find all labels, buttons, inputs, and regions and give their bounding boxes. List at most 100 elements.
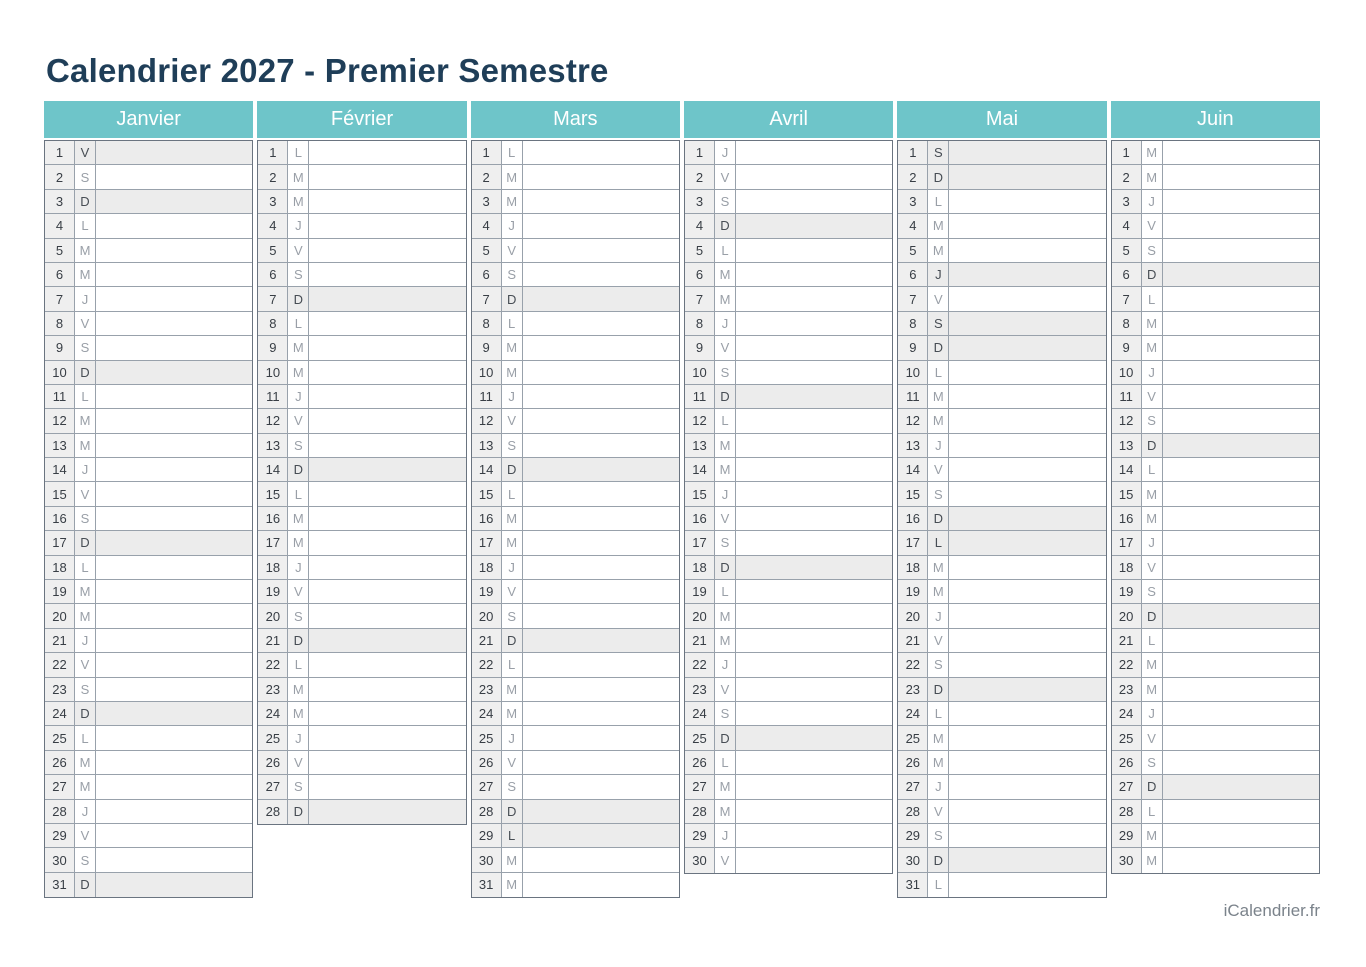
day-note-area xyxy=(309,750,466,775)
day-letter: M xyxy=(501,336,523,360)
day-number: 15 xyxy=(45,482,75,506)
day-note-area xyxy=(735,580,893,604)
day-note-area xyxy=(96,287,253,311)
day-note-area xyxy=(735,799,893,823)
day-letter: S xyxy=(288,604,310,628)
day-note-area xyxy=(522,531,679,555)
day-letter: D xyxy=(501,458,523,482)
day-number: 24 xyxy=(898,701,929,726)
day-number: 2 xyxy=(45,165,75,189)
day-letter: L xyxy=(1141,287,1163,311)
day-note-area xyxy=(735,336,893,360)
day-number: 3 xyxy=(1111,189,1142,214)
day-note-area xyxy=(96,848,253,872)
day-number: 24 xyxy=(471,701,502,726)
day-letter: M xyxy=(75,433,96,458)
day-number: 12 xyxy=(1111,409,1142,433)
day-row: 16 M xyxy=(1111,506,1319,532)
day-letter: M xyxy=(288,189,310,214)
day-number: 7 xyxy=(1111,287,1142,311)
day-row: 20 J xyxy=(898,604,1106,629)
day-note-area xyxy=(522,506,679,531)
day-note-area xyxy=(309,775,466,799)
day-number: 6 xyxy=(1111,262,1142,287)
day-note-area xyxy=(735,360,893,384)
day-number: 6 xyxy=(45,262,75,287)
day-row: 15 J xyxy=(684,482,893,507)
day-note-area xyxy=(96,409,253,433)
day-number: 14 xyxy=(684,458,715,482)
day-number: 4 xyxy=(45,214,75,238)
day-note-area xyxy=(735,458,893,482)
day-letter: V xyxy=(288,580,310,604)
day-number: 7 xyxy=(684,287,715,311)
day-letter: S xyxy=(714,531,736,555)
day-letter: D xyxy=(714,214,736,238)
day-note-area xyxy=(949,433,1106,458)
day-note-area xyxy=(522,555,679,580)
day-letter: V xyxy=(714,677,736,701)
day-row: 18 L xyxy=(45,555,253,581)
day-letter: M xyxy=(501,848,523,872)
day-letter: S xyxy=(928,823,950,848)
day-number: 19 xyxy=(471,580,502,604)
day-number: 20 xyxy=(45,604,75,628)
day-row: 23 M xyxy=(1111,677,1319,702)
day-number: 8 xyxy=(258,311,289,336)
day-number: 8 xyxy=(684,311,715,336)
day-note-area xyxy=(949,238,1106,262)
day-number: 17 xyxy=(898,531,929,555)
day-number: 28 xyxy=(471,799,502,823)
day-letter: V xyxy=(928,799,950,823)
day-note-area xyxy=(96,775,253,799)
day-note-area xyxy=(96,653,253,677)
day-row: 16 S xyxy=(45,506,253,532)
day-row: 27 S xyxy=(258,775,466,800)
day-letter: J xyxy=(1141,701,1163,726)
day-letter: L xyxy=(288,653,310,677)
day-letter: M xyxy=(288,360,310,384)
day-number: 17 xyxy=(45,531,75,555)
day-number: 16 xyxy=(45,506,75,531)
day-row: 31 D xyxy=(45,872,253,898)
day-letter: L xyxy=(75,555,96,580)
day-number: 23 xyxy=(471,677,502,701)
day-number: 20 xyxy=(471,604,502,628)
day-note-area xyxy=(735,165,893,189)
day-row: 24 L xyxy=(898,701,1106,727)
day-row: 16 M xyxy=(258,506,466,532)
day-number: 15 xyxy=(898,482,929,506)
day-letter: M xyxy=(1141,311,1163,336)
day-number: 22 xyxy=(471,653,502,677)
day-number: 15 xyxy=(684,482,715,506)
day-note-area xyxy=(96,482,253,506)
day-row: 12 V xyxy=(471,409,679,434)
day-note-area xyxy=(949,848,1106,872)
day-note-area xyxy=(96,531,253,555)
day-note-area xyxy=(96,726,253,750)
day-row: 14 V xyxy=(898,458,1106,483)
page-title: Calendrier 2027 - Premier Semestre xyxy=(46,52,609,89)
day-letter: L xyxy=(501,823,523,848)
day-letter: M xyxy=(1141,653,1163,677)
day-letter: M xyxy=(288,336,310,360)
day-row: 23 S xyxy=(45,677,253,702)
day-letter: V xyxy=(288,750,310,775)
day-note-area xyxy=(735,409,893,433)
day-number: 9 xyxy=(45,336,75,360)
day-letter: J xyxy=(75,458,96,482)
day-row: 27 D xyxy=(1111,775,1319,800)
day-letter: M xyxy=(1141,848,1163,873)
day-row: 21 V xyxy=(898,628,1106,654)
day-letter: M xyxy=(75,775,96,799)
day-number: 13 xyxy=(684,433,715,458)
day-note-area xyxy=(949,823,1106,848)
day-row: 20 S xyxy=(258,604,466,629)
